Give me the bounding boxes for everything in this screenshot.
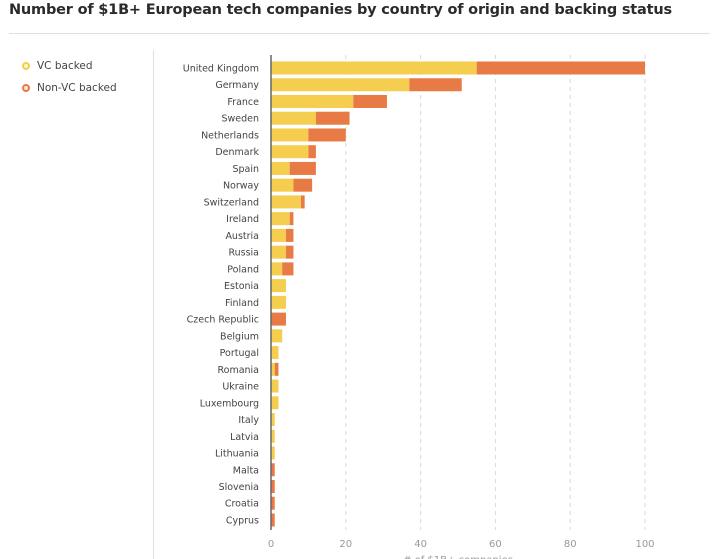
bar-vc-backed[interactable] [271,346,279,360]
y-tick-label: Lithuania [215,449,259,460]
bar-vc-backed[interactable] [271,429,275,443]
bar-non-vc-backed[interactable] [285,245,294,259]
bar-vc-backed[interactable] [271,446,275,460]
y-tick-label: Finland [225,298,259,309]
x-tick-label: 0 [268,539,274,550]
bar-non-vc-backed[interactable] [409,78,462,92]
bar-vc-backed[interactable] [271,111,316,125]
bar-vc-backed[interactable] [271,94,354,108]
bar-vc-backed[interactable] [271,379,279,393]
y-tick-label: Cyprus [226,515,259,526]
title-divider [9,33,710,34]
bar-non-vc-backed[interactable] [300,195,305,209]
bar-vc-backed[interactable] [271,413,275,427]
bar-non-vc-backed[interactable] [271,312,286,326]
y-tick-label: Switzerland [204,197,259,208]
y-tick-label: Sweden [221,114,259,125]
y-tick-label: Latvia [230,432,259,443]
bar-non-vc-backed[interactable] [271,463,275,477]
bar-vc-backed[interactable] [271,329,283,343]
panel-divider [153,50,154,559]
bar-non-vc-backed[interactable] [282,262,294,276]
x-axis-title: # of $1B+ companies [403,555,513,559]
bar-vc-backed[interactable] [271,262,283,276]
legend-item-non-vc-backed[interactable]: Non-VC backed [22,77,117,99]
y-tick-label: Malta [233,465,259,476]
bar-non-vc-backed[interactable] [315,111,350,125]
bar-non-vc-backed[interactable] [274,362,279,376]
bar-vc-backed[interactable] [271,61,477,75]
y-tick-label: Slovenia [219,482,259,493]
y-tick-label: Spain [232,164,259,175]
y-tick-label: Norway [223,181,259,192]
y-tick-label: Luxembourg [200,398,259,409]
bar-non-vc-backed[interactable] [271,480,275,493]
y-tick-label: Netherlands [201,130,259,141]
y-tick-label: Romania [217,365,259,376]
bar-vc-backed[interactable] [271,279,286,293]
chart-title: Number of $1B+ European tech companies b… [9,2,672,18]
bar-non-vc-backed[interactable] [353,94,387,108]
x-tick-label: 60 [489,539,502,550]
x-tick-label: 20 [339,539,352,550]
bar-vc-backed[interactable] [271,128,309,142]
bar-non-vc-backed[interactable] [476,61,645,75]
bar-non-vc-backed[interactable] [271,496,275,510]
bar-non-vc-backed[interactable] [308,128,346,142]
bar-vc-backed[interactable] [271,245,286,259]
legend-label: Non-VC backed [37,82,117,94]
y-tick-label: Italy [238,415,259,426]
bar-vc-backed[interactable] [271,212,290,226]
y-tick-label: Croatia [225,499,259,510]
y-tick-label: Portugal [220,348,259,359]
y-tick-label: Czech Republic [187,315,259,326]
bar-vc-backed[interactable] [271,145,309,159]
bar-non-vc-backed[interactable] [289,161,316,175]
y-tick-label: Denmark [215,147,259,158]
y-tick-label: Estonia [224,281,259,292]
bar-non-vc-backed[interactable] [293,178,313,192]
legend-swatch-vc [22,62,30,70]
bar-vc-backed[interactable] [271,295,286,309]
bar-non-vc-backed[interactable] [271,513,275,527]
bar-vc-backed[interactable] [271,178,294,192]
x-tick-label: 100 [635,539,654,550]
bar-non-vc-backed[interactable] [289,212,294,226]
legend-swatch-non-vc [22,84,30,92]
bar-vc-backed[interactable] [271,161,290,175]
y-tick-label: Ireland [226,214,259,225]
y-tick-label: Germany [215,80,259,91]
legend-item-vc-backed[interactable]: VC backed [22,55,117,77]
x-tick-label: 40 [414,539,427,550]
y-tick-label: Russia [228,248,259,259]
bar-non-vc-backed[interactable] [285,228,294,242]
y-tick-label: France [227,97,259,108]
bar-vc-backed[interactable] [271,362,275,376]
x-tick-label: 80 [564,539,577,550]
bar-vc-backed[interactable] [271,78,410,92]
y-tick-label: Poland [227,264,259,275]
legend: VC backed Non-VC backed [22,55,117,99]
y-tick-label: United Kingdom [183,64,259,75]
bar-vc-backed[interactable] [271,228,286,242]
legend-label: VC backed [37,60,93,72]
bar-non-vc-backed[interactable] [308,145,316,159]
y-tick-label: Austria [225,231,259,242]
y-tick-label: Ukraine [222,382,259,393]
bar-vc-backed[interactable] [271,195,301,209]
bar-vc-backed[interactable] [271,396,279,410]
y-tick-label: Belgium [220,331,259,342]
